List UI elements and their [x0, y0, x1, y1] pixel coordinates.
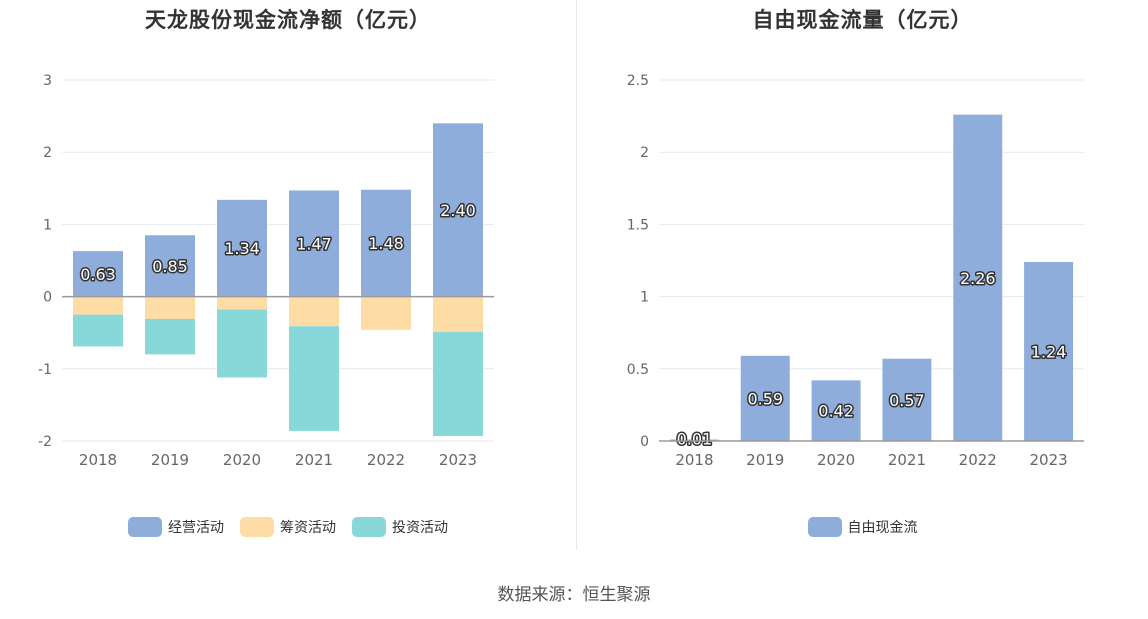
- y-tick-label: -2: [38, 434, 52, 450]
- data-label: 0.01: [677, 429, 713, 448]
- legend-label: 投资活动: [392, 520, 448, 536]
- legend-item[interactable]: 自由现金流: [807, 517, 918, 537]
- y-tick-label: 2.5: [627, 73, 649, 89]
- bar: [953, 114, 1003, 441]
- data-label: 1.24: [1031, 342, 1067, 361]
- data-label: 2.26: [960, 269, 996, 288]
- x-tick-label: 2023: [1029, 451, 1067, 469]
- legend-item[interactable]: 筹资活动: [240, 517, 336, 537]
- bar: [73, 314, 123, 347]
- bar: [289, 190, 339, 297]
- x-tick-label: 2020: [817, 451, 855, 469]
- legend-label: 经营活动: [168, 520, 224, 536]
- x-tick-label: 2021: [295, 451, 333, 469]
- y-tick-label: 0: [43, 290, 52, 306]
- bar: [217, 309, 267, 378]
- x-tick-label: 2021: [888, 451, 926, 469]
- bar: [1024, 261, 1074, 441]
- data-label: 0.42: [818, 402, 854, 421]
- data-label: 0.85: [152, 257, 188, 276]
- cashflow-chart-plot: 3 2 1 0 -1 -2 0.63 0.85 1.34 1.47 1.48 2.40 2018 2019…: [38, 73, 494, 469]
- bar: [433, 123, 483, 297]
- bar: [361, 296, 411, 330]
- legend-item[interactable]: 投资活动: [352, 517, 448, 537]
- data-label: 1.34: [224, 239, 260, 258]
- legend-swatch: [240, 517, 274, 537]
- bar: [433, 296, 483, 332]
- bar: [73, 251, 123, 297]
- bar: [289, 326, 339, 431]
- bar: [73, 296, 123, 315]
- y-tick-label: 1: [640, 290, 649, 306]
- bar: [811, 380, 861, 441]
- free-cashflow-chart-panel: 自由现金流量（亿元） 2.5 2 1.5 1 0.5 0 0.01 0.59 0.42 0.57 2…: [577, 0, 1148, 560]
- bar: [145, 296, 195, 319]
- bar: [361, 189, 411, 297]
- y-tick-label: -1: [38, 362, 52, 378]
- data-source-note: 数据来源：恒生聚源: [497, 585, 651, 605]
- cashflow-chart-panel: 天龙股份现金流净额（亿元） 3 2 1 0 -1 -2 0.63 0.85 1.34 1.47 1.…: [0, 0, 576, 560]
- x-tick-label: 2019: [151, 451, 189, 469]
- panel-divider: [576, 0, 577, 550]
- x-tick-label: 2018: [79, 451, 117, 469]
- chart-legend: 自由现金流: [577, 517, 1148, 537]
- x-tick-label: 2020: [223, 451, 261, 469]
- legend-swatch: [807, 517, 842, 537]
- bar: [145, 318, 195, 355]
- chart-title: 自由现金流量（亿元）: [752, 8, 973, 32]
- legend-swatch: [128, 517, 162, 537]
- chart-title: 天龙股份现金流净额（亿元）: [145, 8, 431, 32]
- legend-swatch: [352, 517, 386, 537]
- y-tick-label: 2: [640, 145, 649, 161]
- y-tick-label: 1.5: [627, 217, 649, 233]
- data-label: 1.48: [368, 234, 404, 253]
- free-cashflow-chart-plot: 2.5 2 1.5 1 0.5 0 0.01 0.59 0.42 0.57 2.26 1.24 2018…: [627, 73, 1084, 469]
- y-tick-label: 0: [640, 434, 649, 450]
- data-label: 0.63: [80, 265, 116, 284]
- bar: [217, 296, 267, 310]
- x-tick-label: 2019: [746, 451, 784, 469]
- bar: [145, 235, 195, 297]
- y-tick-label: 0.5: [627, 362, 649, 378]
- y-tick-label: 3: [43, 73, 52, 89]
- legend-item[interactable]: 经营活动: [128, 517, 224, 537]
- y-tick-label: 1: [43, 217, 52, 233]
- legend-label: 自由现金流: [847, 520, 918, 536]
- bar: [433, 331, 483, 436]
- x-tick-label: 2018: [675, 451, 713, 469]
- bar: [289, 296, 339, 327]
- bar: [882, 358, 932, 441]
- x-tick-label: 2022: [959, 451, 997, 469]
- bar: [740, 355, 790, 441]
- x-tick-label: 2022: [367, 451, 405, 469]
- legend-label: 筹资活动: [280, 520, 336, 536]
- data-label: 0.59: [747, 389, 783, 408]
- data-label: 0.57: [889, 391, 925, 410]
- chart-legend: 经营活动 筹资活动 投资活动: [0, 517, 576, 537]
- data-label: 2.40: [440, 201, 476, 220]
- data-label: 1.47: [296, 235, 332, 254]
- y-tick-label: 2: [43, 145, 52, 161]
- bar: [217, 199, 267, 297]
- x-tick-label: 2023: [439, 451, 477, 469]
